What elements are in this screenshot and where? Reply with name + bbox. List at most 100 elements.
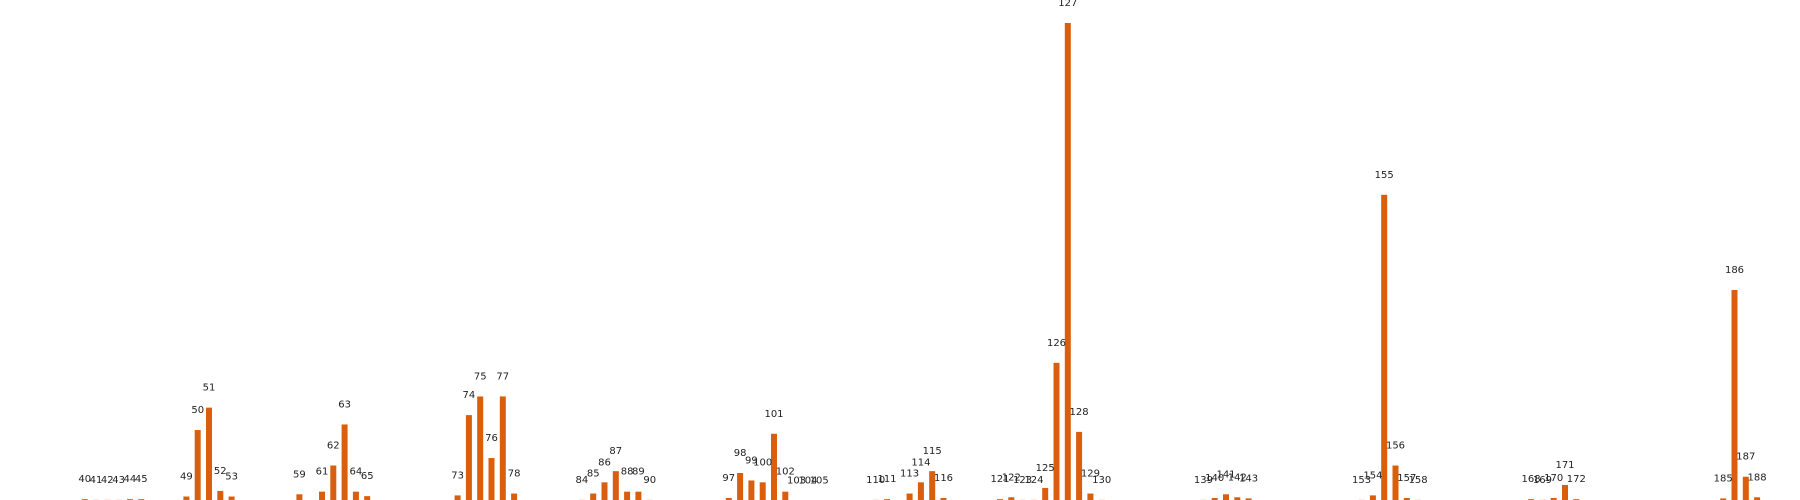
bar-label-78: 78 (508, 469, 521, 480)
bar-label-99: 99 (745, 455, 758, 466)
bar-label-74: 74 (463, 390, 476, 401)
bar-label-155: 155 (1375, 170, 1394, 181)
bar-label-64: 64 (350, 467, 363, 478)
bar-114 (917, 482, 924, 500)
bar-125 (1042, 487, 1049, 500)
bar-label-116: 116 (934, 473, 953, 484)
bar-label-128: 128 (1070, 407, 1089, 418)
bar-label-40: 40 (78, 474, 91, 485)
bar-label-188: 188 (1748, 472, 1767, 483)
bars-layer (81, 23, 1761, 500)
bar-label-168: 168 (1522, 474, 1541, 485)
bar-label-43: 43 (112, 475, 125, 486)
bar-label-53: 53 (225, 472, 238, 483)
bar-113 (906, 493, 913, 500)
bar-156 (1392, 465, 1399, 500)
bar-label-42: 42 (101, 475, 114, 486)
bar-label-156: 156 (1386, 441, 1405, 452)
bar-51 (206, 407, 212, 500)
bar-128 (1076, 431, 1083, 500)
bar-label-89: 89 (632, 467, 645, 478)
bar-85 (590, 493, 597, 500)
bar-label-63: 63 (338, 399, 351, 410)
bar-label-121: 121 (990, 474, 1009, 485)
bar-141 (1223, 494, 1229, 500)
bar-label-44: 44 (124, 474, 137, 485)
bar-label-169: 169 (1533, 475, 1552, 486)
bar-label-124: 124 (1024, 475, 1043, 486)
bar-label-185: 185 (1714, 473, 1733, 484)
bar-label-104: 104 (798, 475, 817, 486)
bar-label-103: 103 (787, 475, 806, 486)
bar-label-105: 105 (810, 475, 829, 486)
bar-99 (748, 480, 755, 500)
bar-76 (488, 458, 495, 500)
bar-label-86: 86 (598, 457, 611, 468)
bar-73 (454, 495, 461, 500)
bar-label-154: 154 (1363, 470, 1382, 481)
bar-label-51: 51 (203, 383, 216, 394)
bar-label-158: 158 (1409, 475, 1428, 486)
bar-label-73: 73 (451, 470, 464, 481)
bar-88 (624, 491, 631, 500)
bar-155 (1381, 194, 1388, 500)
bar-label-126: 126 (1047, 338, 1066, 349)
bar-188 (1754, 497, 1761, 500)
bar-75 (477, 396, 484, 500)
bar-label-85: 85 (587, 469, 600, 480)
bar-62 (330, 465, 337, 500)
bar-label-114: 114 (911, 457, 930, 468)
bar-65 (364, 496, 371, 500)
bar-label-153: 153 (1352, 475, 1371, 486)
bar-label-123: 123 (1013, 475, 1032, 486)
bar-label-127: 127 (1058, 0, 1077, 9)
bar-label-172: 172 (1567, 474, 1586, 485)
bar-label-62: 62 (327, 441, 340, 452)
bar-label-50: 50 (191, 405, 204, 416)
bar-label-87: 87 (609, 446, 622, 457)
bar-label-49: 49 (180, 472, 193, 483)
bar-label-187: 187 (1736, 452, 1755, 463)
bar-74 (465, 415, 472, 500)
bar-label-157: 157 (1397, 473, 1416, 484)
bar-label-140: 140 (1205, 473, 1224, 484)
bar-143 (1245, 498, 1252, 500)
bar-label-65: 65 (361, 471, 374, 482)
bar-label-170: 170 (1544, 473, 1563, 484)
bar-label-111: 111 (877, 474, 896, 485)
bar-63 (341, 424, 348, 500)
bar-101 (771, 433, 777, 500)
bar-label-88: 88 (621, 467, 634, 478)
bar-label-61: 61 (316, 467, 329, 478)
bar-label-171: 171 (1555, 460, 1574, 471)
bar-97 (725, 498, 732, 500)
bar-label-102: 102 (776, 467, 795, 478)
bar-129 (1087, 493, 1094, 500)
bar-label-75: 75 (474, 371, 487, 382)
bar-116 (940, 498, 947, 500)
bar-115 (929, 471, 936, 500)
bar-label-101: 101 (764, 409, 783, 420)
bar-label-186: 186 (1725, 265, 1744, 276)
bar-185 (1720, 498, 1727, 500)
bar-label-130: 130 (1092, 475, 1111, 486)
bar-154 (1369, 495, 1376, 500)
bar-187 (1742, 476, 1749, 500)
bar-78 (511, 493, 518, 500)
bar-label-115: 115 (923, 446, 942, 457)
bar-53 (228, 496, 235, 500)
bar-100 (759, 482, 766, 500)
bar-label-41: 41 (90, 475, 103, 486)
bar-label-113: 113 (900, 469, 919, 480)
bar-64 (352, 491, 359, 500)
bar-label-143: 143 (1239, 473, 1258, 484)
bar-label-90: 90 (643, 475, 656, 486)
bar-87 (612, 471, 619, 500)
bar-label-59: 59 (293, 469, 306, 480)
bar-label-77: 77 (496, 371, 509, 382)
bar-label-52: 52 (214, 466, 227, 477)
bar-49 (183, 496, 190, 500)
bar-186 (1731, 290, 1738, 500)
